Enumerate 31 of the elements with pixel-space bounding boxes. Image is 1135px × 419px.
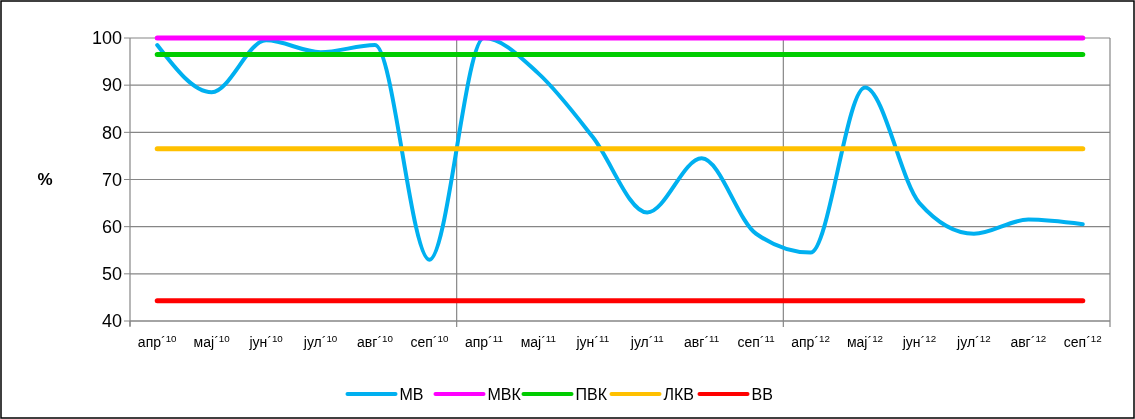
- x-tick-label: сеп´$^{12}$: [1063, 332, 1102, 350]
- x-tick-label: јун´$^{12}$: [901, 332, 937, 350]
- x-tick-label: авг´$^{10}$: [357, 332, 394, 350]
- y-tick-label: 90: [101, 75, 122, 96]
- legend-label: МВК: [487, 385, 522, 403]
- y-tick-label: 100: [91, 28, 122, 49]
- legend-label: ВВ: [751, 385, 773, 403]
- x-tick-label: јул´$^{12}$: [956, 332, 991, 350]
- x-tick-label: авг´$^{11}$: [684, 332, 720, 350]
- y-tick-label: 60: [101, 216, 122, 237]
- x-tick-label: авг´$^{12}$: [1010, 332, 1047, 350]
- legend-label: ЛКВ: [663, 385, 694, 403]
- x-tick-label: апр´$^{11}$: [464, 332, 503, 350]
- x-tick-label: апр´$^{12}$: [791, 332, 830, 350]
- y-tick-label: 80: [101, 122, 122, 143]
- y-axis-title: %: [37, 170, 53, 190]
- x-tick-label: јун´$^{11}$: [575, 332, 610, 350]
- y-tick-label: 70: [101, 169, 122, 190]
- x-tick-label: јул´$^{11}$: [629, 332, 664, 350]
- x-tick-label: јун´$^{10}$: [248, 332, 284, 350]
- x-tick-label: мај´$^{12}$: [846, 332, 884, 350]
- x-tick-label: мај´$^{10}$: [193, 332, 231, 350]
- legend-label: ПВК: [575, 385, 608, 403]
- x-tick-label: сеп´$^{10}$: [410, 332, 449, 350]
- y-tick-label: 50: [101, 264, 122, 285]
- legend-label: МВ: [399, 385, 424, 403]
- x-tick-label: мај´$^{11}$: [520, 332, 557, 350]
- x-tick-label: јул´$^{10}$: [302, 332, 338, 350]
- y-tick-label: 40: [101, 311, 122, 332]
- x-tick-label: сеп´$^{11}$: [737, 332, 775, 350]
- x-tick-label: апр´$^{10}$: [137, 332, 178, 350]
